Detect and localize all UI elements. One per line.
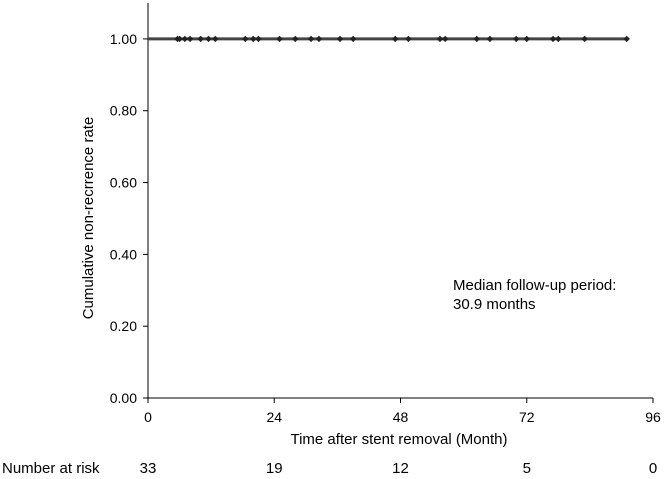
x-ticks: 0 24 48 72 96 [144,398,661,425]
risk-count: 12 [392,460,409,477]
censor-markers [174,35,630,43]
y-tick-label: 0.00 [110,390,137,406]
risk-count: 33 [140,460,157,477]
censor-marker [212,35,219,43]
x-tick-label: 0 [144,409,152,425]
censor-marker [181,35,189,43]
y-tick-label: 0.40 [110,246,137,262]
y-tick-label: 1.00 [110,31,137,47]
censor-marker [442,35,449,43]
censor-marker [176,35,183,43]
x-tick-label: 48 [393,409,409,425]
censor-marker [523,35,530,43]
censor-marker [186,35,194,43]
censor-marker [250,35,257,43]
censor-marker [349,35,357,43]
x-tick-label: 24 [266,409,282,425]
y-tick-label: 0.60 [110,175,137,191]
censor-marker [549,35,557,43]
censor-marker [436,35,444,43]
risk-count: 19 [266,460,283,477]
censor-marker [197,35,204,43]
censor-marker [276,35,283,43]
y-ticks: 0.00 0.20 0.40 0.60 0.80 1.00 [110,31,148,406]
annotation-line-1: Median follow-up period: [453,277,616,294]
censor-marker [315,35,323,43]
y-tick-label: 0.20 [110,318,137,334]
annotation-line-2: 30.9 months [453,296,536,313]
censor-marker [513,35,520,43]
axes [147,3,653,399]
censor-marker [242,35,249,43]
x-tick-label: 96 [645,409,661,425]
censor-marker [405,35,412,43]
y-tick-label: 0.80 [110,103,137,119]
y-axis-label: Cumulative non-recrrence rate [80,117,97,320]
censor-marker [205,35,212,43]
censor-marker [292,35,299,43]
censor-marker [255,35,262,43]
censor-marker [555,35,562,43]
x-tick-label: 72 [519,409,535,425]
censor-marker [473,35,480,43]
censor-marker [336,35,344,43]
risk-table-counts: 33 19 12 5 0 [140,460,658,477]
x-axis-label: Time after stent removal (Month) [290,431,507,448]
risk-count: 5 [523,460,531,477]
censor-marker [581,35,588,43]
risk-count: 0 [649,460,657,477]
censor-marker [307,35,315,43]
censor-marker [392,35,399,43]
risk-table-label: Number at risk [2,460,100,477]
censor-marker [486,35,494,43]
censor-marker [623,35,630,43]
